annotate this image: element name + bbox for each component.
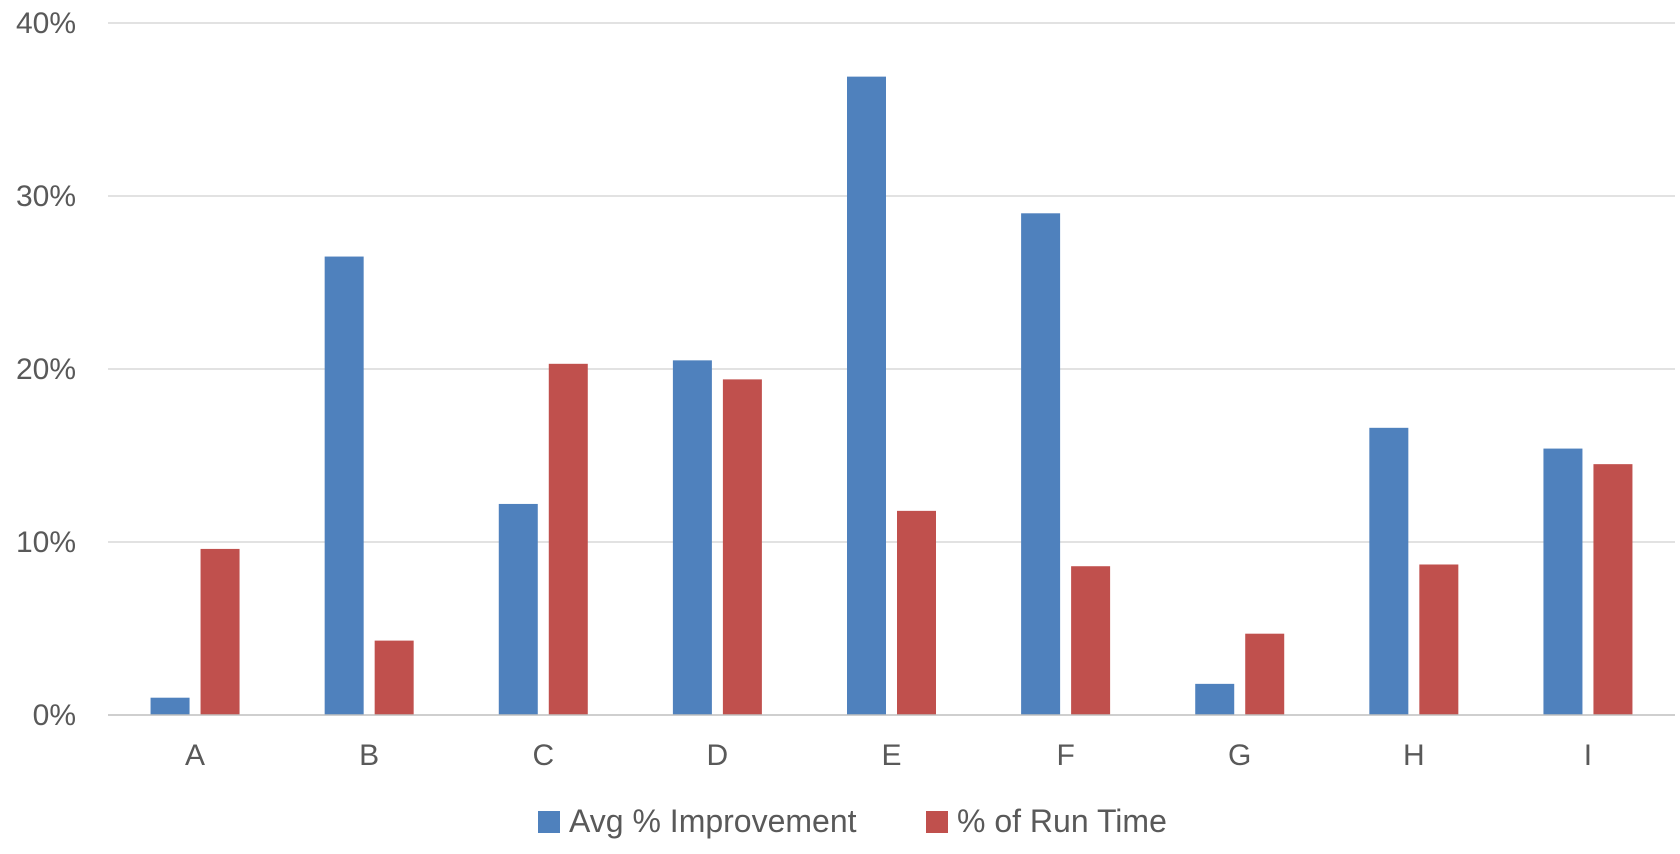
x-category-label: I: [1584, 739, 1592, 772]
x-category-label: D: [707, 739, 729, 772]
bar-d-series-2: [723, 379, 762, 715]
legend: Avg % Improvement % of Run Time: [538, 803, 1167, 839]
x-axis-category-labels: A B C D E F G H I: [185, 739, 1592, 772]
bars: [151, 77, 1633, 715]
y-tick-label: 30%: [16, 180, 76, 213]
y-tick-label: 10%: [16, 526, 76, 559]
x-category-label: F: [1056, 739, 1074, 772]
bar-c-series-1: [499, 504, 538, 715]
legend-swatch: [926, 811, 948, 833]
bar-f-series-2: [1071, 566, 1110, 715]
bar-a-series-2: [201, 549, 240, 715]
bar-i-series-2: [1593, 464, 1632, 715]
x-category-label: A: [185, 739, 205, 772]
bar-g-series-2: [1245, 634, 1284, 715]
bar-b-series-1: [325, 257, 364, 715]
bar-h-series-2: [1419, 564, 1458, 715]
x-category-label: H: [1403, 739, 1425, 772]
y-axis-tick-labels: 0% 10% 20% 30% 40%: [16, 7, 76, 732]
x-category-label: B: [359, 739, 379, 772]
legend-swatch: [538, 811, 560, 833]
bar-g-series-1: [1195, 684, 1234, 715]
y-tick-label: 20%: [16, 353, 76, 386]
legend-label: Avg % Improvement: [569, 803, 857, 839]
bar-e-series-2: [897, 511, 936, 715]
x-category-label: C: [532, 739, 554, 772]
bar-i-series-1: [1543, 449, 1582, 715]
bar-h-series-1: [1369, 428, 1408, 715]
bar-d-series-1: [673, 360, 712, 715]
y-tick-label: 40%: [16, 7, 76, 40]
bar-c-series-2: [549, 364, 588, 715]
x-category-label: G: [1228, 739, 1251, 772]
bar-a-series-1: [151, 698, 190, 715]
bar-f-series-1: [1021, 213, 1060, 715]
y-tick-label: 0%: [33, 699, 76, 732]
bar-e-series-1: [847, 77, 886, 715]
x-category-label: E: [881, 739, 901, 772]
legend-label: % of Run Time: [957, 803, 1167, 839]
bar-b-series-2: [375, 641, 414, 715]
